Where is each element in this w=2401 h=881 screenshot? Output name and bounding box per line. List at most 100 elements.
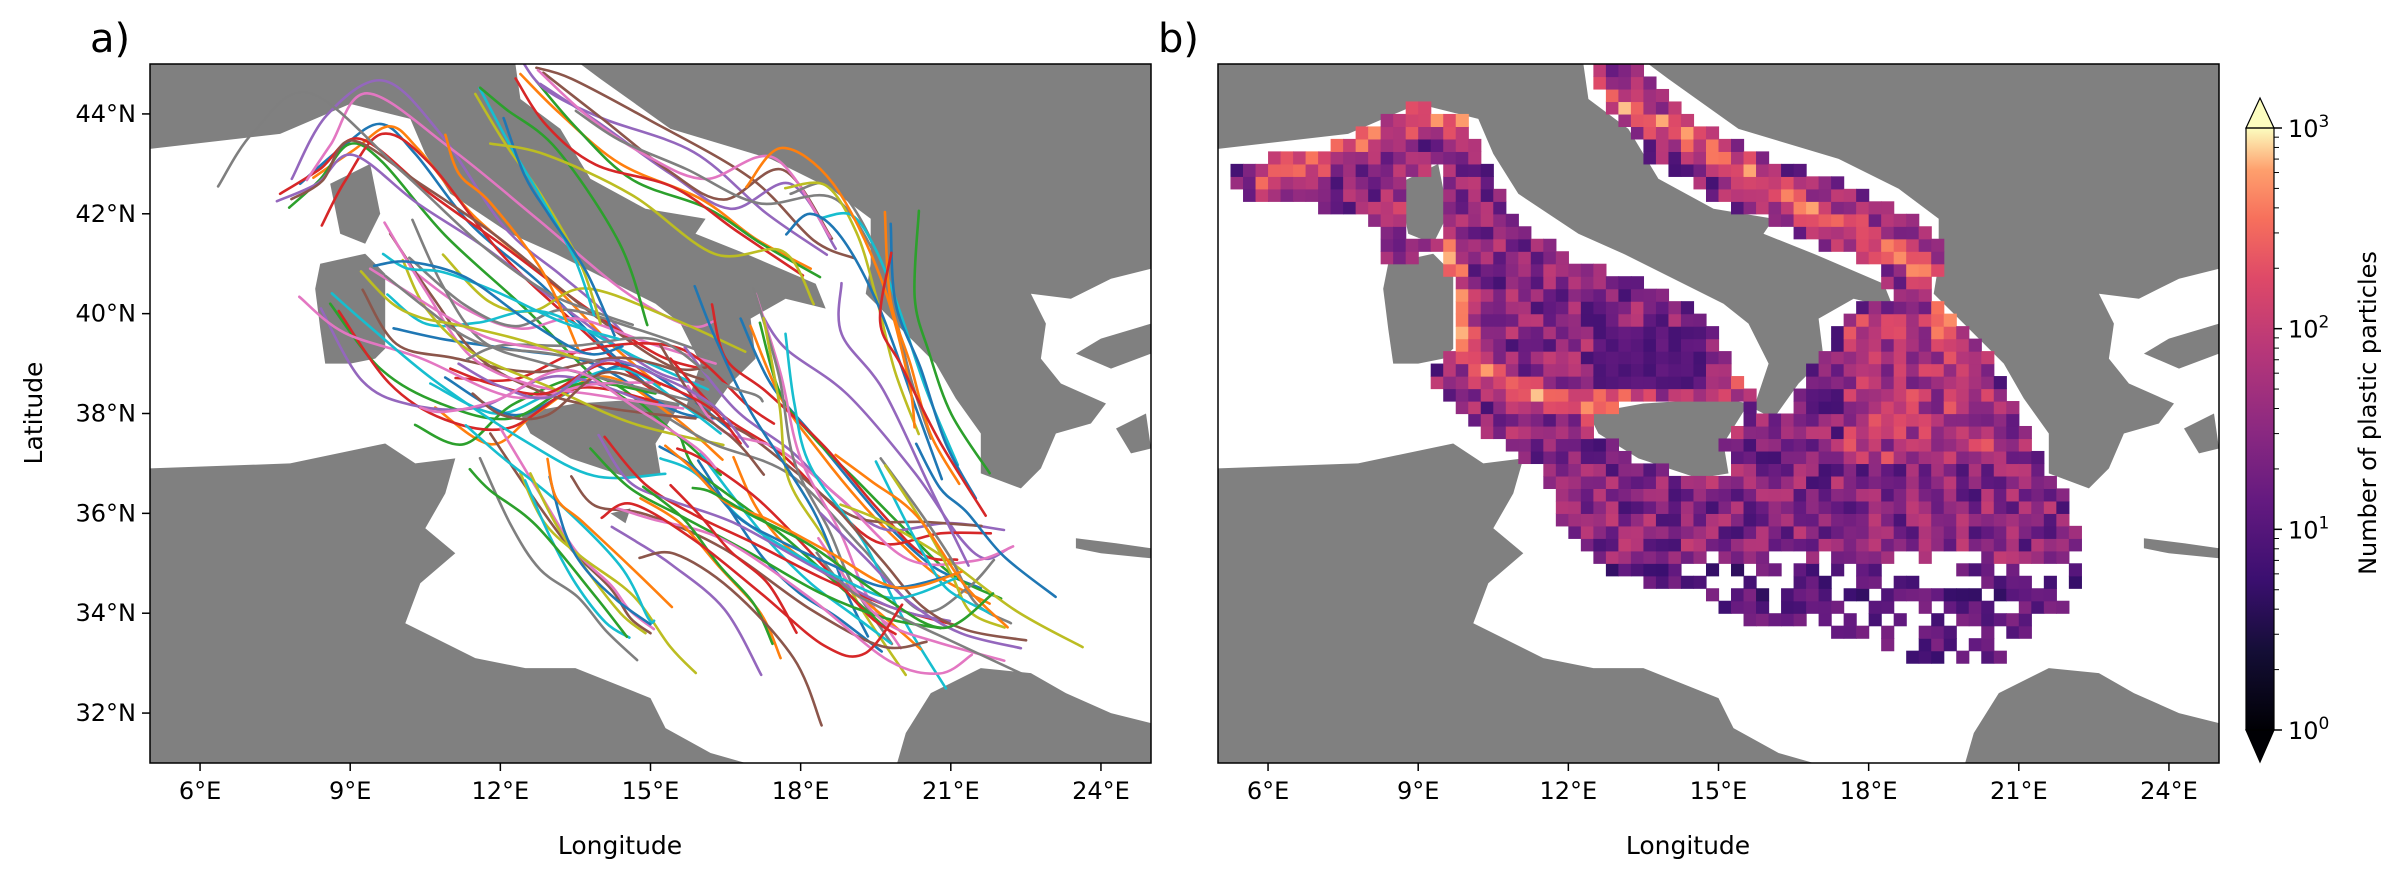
heatmap-cell	[1455, 301, 1469, 315]
heatmap-cell	[1280, 176, 1294, 190]
heatmap-cell	[1881, 351, 1895, 365]
heatmap-cell	[1718, 138, 1732, 152]
heatmap-cell	[2006, 525, 2020, 539]
heatmap-cell	[1943, 438, 1957, 452]
heatmap-cell	[1781, 463, 1795, 477]
heatmap-cell	[1443, 251, 1457, 265]
heatmap-cell	[1693, 176, 1707, 190]
heatmap-cell	[1743, 413, 1757, 427]
heatmap-cell	[1718, 538, 1732, 552]
heatmap-cell	[1605, 363, 1619, 377]
heatmap-cell	[1393, 251, 1407, 265]
heatmap-cell	[1480, 288, 1494, 302]
heatmap-cell	[1680, 351, 1695, 365]
heatmap-cell	[1943, 401, 1957, 415]
heatmap-cell	[1793, 463, 1807, 477]
heatmap-cell	[1893, 401, 1907, 415]
heatmap-cell	[1806, 388, 1820, 402]
heatmap-cell	[1705, 338, 1720, 352]
heatmap-cell	[1693, 163, 1707, 177]
heatmap-cell	[1343, 188, 1357, 202]
heatmap-cell	[1655, 500, 1670, 514]
heatmap-cell	[1330, 201, 1344, 215]
heatmap-cell	[1580, 363, 1594, 377]
heatmap-cell	[1593, 263, 1607, 277]
heatmap-cell	[2006, 401, 2020, 415]
heatmap-cell	[1781, 201, 1795, 215]
heatmap-cell	[1806, 201, 1820, 215]
heatmap-cell	[1655, 138, 1670, 152]
heatmap-cell	[1668, 500, 1682, 514]
heatmap-cell	[1518, 326, 1532, 340]
heatmap-cell	[1655, 538, 1670, 552]
heatmap-cell	[1543, 363, 1557, 377]
heatmap-cell	[1906, 213, 1920, 227]
heatmap-cell	[1330, 163, 1344, 177]
heatmap-cell	[1605, 376, 1619, 390]
heatmap-cell	[1680, 488, 1695, 502]
heatmap-cell	[1743, 613, 1757, 627]
heatmap-cell	[1918, 475, 1932, 489]
heatmap-cell	[1505, 363, 1519, 377]
heatmap-cell	[1843, 201, 1857, 215]
heatmap-cell	[1893, 463, 1907, 477]
heatmap-cell	[1568, 488, 1582, 502]
heatmap-cell	[1455, 113, 1469, 128]
heatmap-cell	[1480, 238, 1494, 252]
heatmap-cell	[1605, 338, 1619, 352]
heatmap-cell	[1906, 538, 1920, 552]
heatmap-cell	[1893, 575, 1907, 589]
heatmap-cell	[1731, 525, 1745, 539]
heatmap-cell	[1793, 201, 1807, 215]
heatmap-cell	[1493, 401, 1507, 415]
heatmap-cell	[1881, 500, 1895, 514]
heatmap-cell	[1355, 176, 1369, 190]
heatmap-cell	[1568, 463, 1582, 477]
x-axis-label: Longitude	[558, 831, 682, 860]
heatmap-cell	[1768, 513, 1782, 527]
heatmap-cell	[1906, 263, 1920, 277]
heatmap-cell	[1956, 338, 1970, 352]
heatmap-cell	[1580, 438, 1594, 452]
heatmap-cell	[1981, 388, 1995, 402]
heatmap-cell	[1943, 538, 1957, 552]
heatmap-cell	[1856, 238, 1870, 252]
heatmap-cell	[1856, 538, 1870, 552]
heatmap-cell	[1931, 425, 1945, 440]
heatmap-cell	[1455, 376, 1469, 390]
heatmap-cell	[1455, 201, 1469, 215]
heatmap-cell	[1843, 613, 1857, 627]
heatmap-cell	[1831, 176, 1845, 190]
x-axis-ticks: 6°E 9°E 12°E 15°E 18°E 21°E 24°E	[179, 763, 1130, 805]
heatmap-cell	[1480, 188, 1494, 202]
heatmap-cell	[1480, 376, 1494, 390]
heatmap-cell	[1881, 525, 1895, 539]
heatmap-cell	[1831, 401, 1845, 415]
heatmap-cell	[1893, 213, 1907, 227]
heatmap-cell	[1831, 475, 1845, 489]
heatmap-cell	[1781, 163, 1795, 177]
heatmap-cell	[1956, 650, 1970, 664]
heatmap-cell	[1906, 450, 1920, 465]
heatmap-cell	[1893, 450, 1907, 465]
heatmap-cell	[1630, 500, 1645, 514]
heatmap-cell	[1893, 588, 1907, 602]
heatmap-cell	[1981, 563, 1995, 577]
heatmap-cell	[1756, 563, 1770, 577]
heatmap-cell	[1868, 401, 1882, 415]
heatmap-cell	[1868, 488, 1882, 502]
heatmap-cell	[1680, 575, 1695, 589]
heatmap-cell	[2031, 525, 2045, 539]
heatmap-cell	[1543, 326, 1557, 340]
heatmap-cell	[1818, 613, 1832, 627]
heatmap-cell	[1731, 563, 1745, 577]
heatmap-cell	[1731, 588, 1745, 602]
heatmap-cell	[1731, 376, 1745, 390]
heatmap-cell	[1493, 263, 1507, 277]
heatmap-cell	[1906, 338, 1920, 352]
heatmap-cell	[1768, 500, 1782, 514]
trajectory-line	[372, 260, 624, 356]
heatmap-cell	[1956, 588, 1970, 602]
heatmap-cell	[1918, 488, 1932, 502]
heatmap-cell	[1993, 613, 2007, 627]
